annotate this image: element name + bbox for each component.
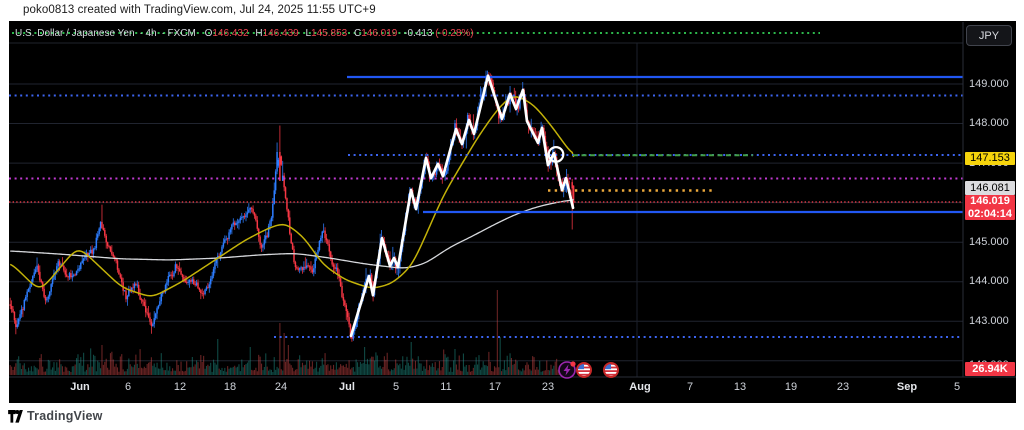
- price-label-143.000: 143.000: [969, 314, 1009, 327]
- change-percent: (-0.28%): [435, 28, 474, 39]
- legend-separator: ·: [139, 28, 143, 39]
- high-value: 146.439: [262, 28, 299, 39]
- event-flag-ring: [576, 362, 592, 378]
- ma-slow-line: [10, 198, 574, 269]
- chart-area[interactable]: U.S. Dollar / Japanese Yen · 4h · FXCM O…: [9, 21, 1016, 403]
- zigzag-drawing: [349, 74, 575, 338]
- time-label-6: 6: [124, 381, 132, 393]
- time-label-12: 12: [173, 381, 187, 393]
- time-label-19: 19: [784, 381, 798, 393]
- exchange-label: FXCM: [167, 28, 196, 39]
- time-label-Sep: Sep: [896, 381, 918, 393]
- symbol-name[interactable]: U.S. Dollar / Japanese Yen: [15, 28, 135, 39]
- bar-countdown: 02:04:14: [967, 207, 1013, 220]
- time-label-5: 5: [392, 381, 400, 393]
- symbol-legend[interactable]: U.S. Dollar / Japanese Yen · 4h · FXCM O…: [15, 28, 474, 39]
- attribution-text: poko0813 created with TradingView.com, J…: [23, 4, 376, 16]
- price-label-148.000: 148.000: [969, 117, 1009, 129]
- candle-bodies-down: [9, 75, 575, 339]
- time-label-17: 17: [488, 381, 502, 393]
- low-value: 145.853: [311, 28, 348, 39]
- candle-wicks-up: [16, 70, 567, 341]
- time-label-23: 23: [541, 381, 555, 393]
- time-label-13: 13: [733, 381, 747, 393]
- time-label-23: 23: [836, 381, 850, 393]
- price-label-144.000: 144.000: [969, 275, 1009, 287]
- close-label: C: [353, 28, 362, 39]
- ma-fast-line: [9, 96, 575, 297]
- interval-label[interactable]: 4h: [145, 28, 157, 39]
- ma-fast-price-badge: 147.153: [965, 152, 1015, 165]
- event-flag-ring: [603, 362, 619, 378]
- price-label-145.000: 145.000: [969, 235, 1009, 248]
- time-label-Jul: Jul: [339, 381, 355, 393]
- change-value: -0.413: [404, 28, 433, 39]
- price-chart-canvas[interactable]: [9, 21, 1016, 403]
- legend-separator: ·: [161, 28, 165, 39]
- time-label-11: 11: [440, 381, 452, 393]
- volume-bars-up: [16, 337, 568, 375]
- tradingview-brand-text: TradingView: [27, 409, 103, 423]
- ma-slow-price-badge: 146.081: [965, 181, 1015, 195]
- candle-bodies-up: [16, 75, 568, 339]
- us-flag-icon: [604, 363, 618, 377]
- time-label-Aug: Aug: [629, 381, 651, 393]
- volume-badge: 26.94K: [965, 362, 1015, 376]
- time-label-24: 24: [274, 381, 288, 393]
- high-label: H: [255, 28, 263, 39]
- time-label-7: 7: [686, 381, 694, 393]
- tradingview-logo-icon: [8, 410, 23, 423]
- circle-marker: [547, 145, 565, 163]
- close-value: 146.019: [361, 28, 398, 39]
- open-value: 146.432: [212, 28, 249, 39]
- time-label-18: 18: [223, 381, 237, 393]
- time-label-5: 5: [953, 381, 961, 393]
- price-label-149.000: 149.000: [969, 77, 1009, 90]
- candle-wicks-down: [9, 72, 574, 342]
- last-price-badge: 146.019 02:04:14: [965, 195, 1015, 220]
- lightning-bolt-icon: [563, 364, 571, 376]
- low-label: L: [305, 28, 312, 39]
- event-alert-dot: [570, 361, 576, 367]
- footer-bar: TradingView: [0, 403, 1024, 430]
- currency-toggle-button[interactable]: JPY: [966, 25, 1012, 46]
- time-label-Jun: Jun: [70, 381, 90, 393]
- open-label: O: [204, 28, 213, 39]
- us-flag-icon: [577, 363, 591, 377]
- volume-bars-down: [9, 290, 575, 375]
- last-price-value: 146.019: [970, 195, 1010, 207]
